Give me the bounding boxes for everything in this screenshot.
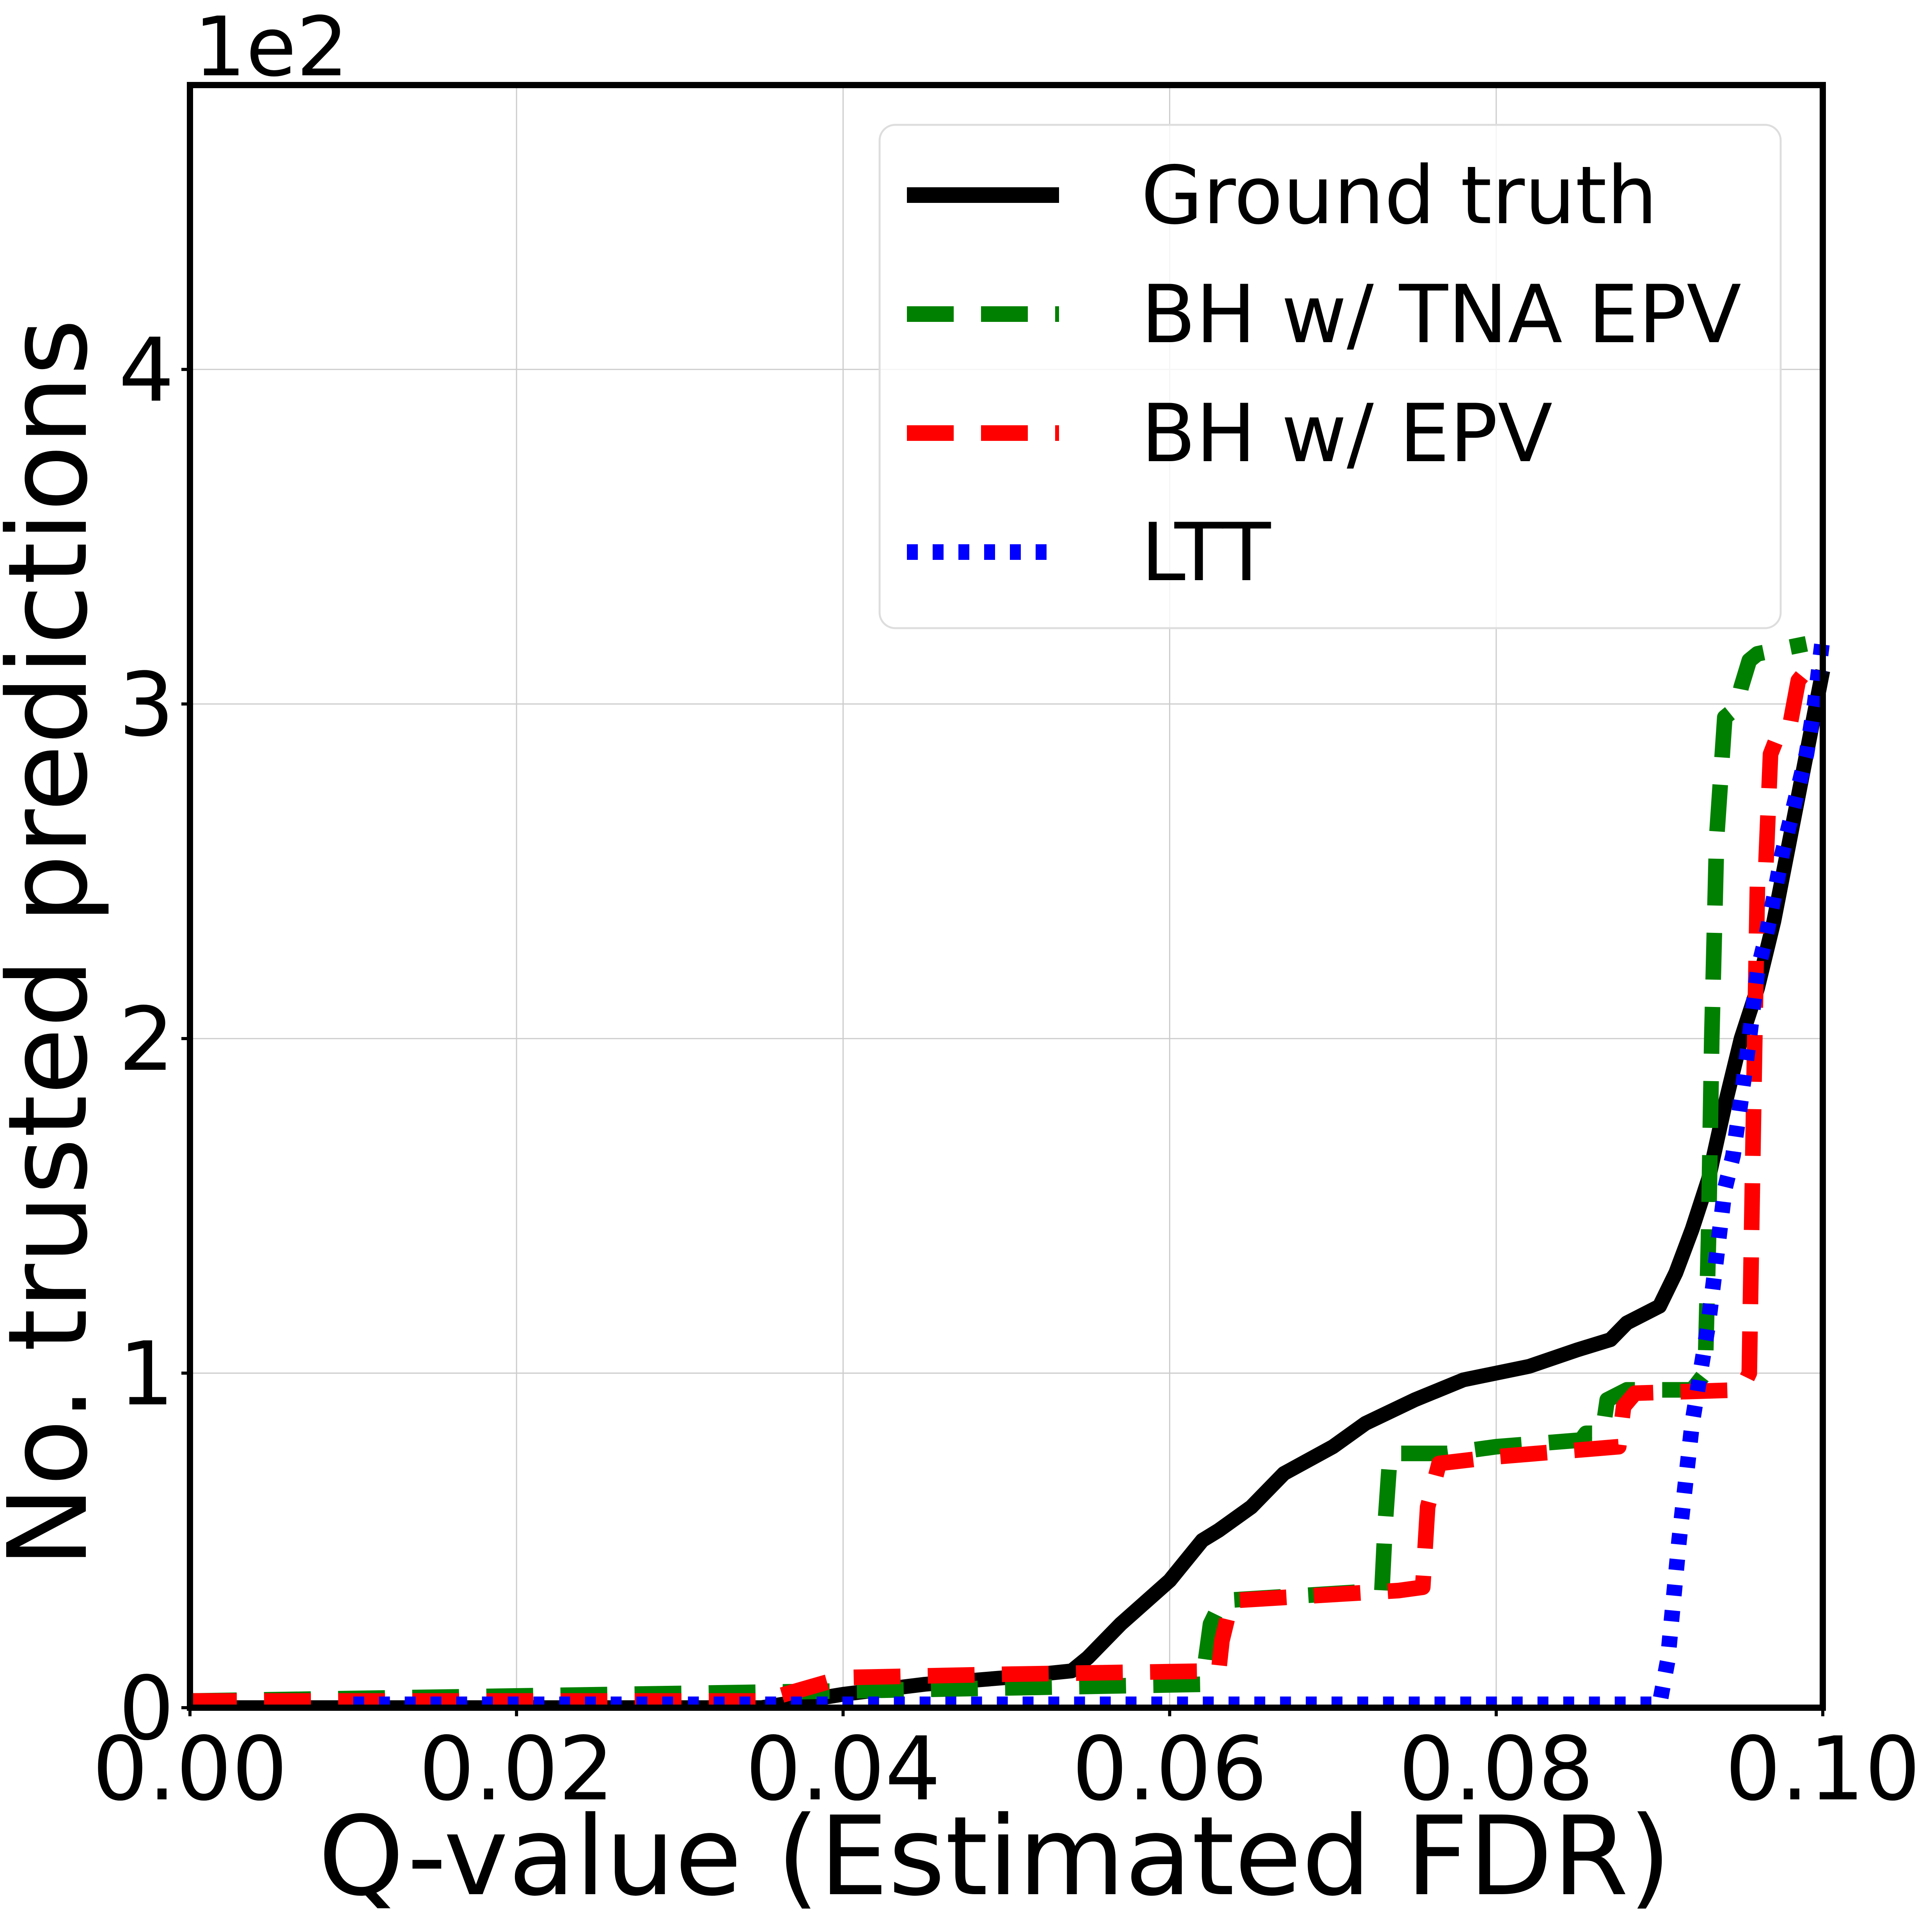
plot-frame — [187, 82, 1826, 1711]
series-line-3 — [353, 636, 1831, 1708]
legend: Ground truth BH w/ TNA EPV BH w/ EPV LTT — [878, 124, 1782, 629]
x-tick-label-0: 0.00 — [92, 1718, 288, 1820]
x-tick-label-3: 0.06 — [1072, 1718, 1267, 1820]
y-tick-label-3: 3 — [119, 654, 174, 756]
x-tick-label-4: 0.08 — [1398, 1718, 1594, 1820]
legend-label-3: LTT — [1141, 506, 1271, 599]
y-tick-label-2: 2 — [119, 989, 174, 1091]
series-line-2 — [190, 656, 1826, 1708]
series-group — [190, 636, 1831, 1708]
y-axis-label: No. trusted predictions — [0, 319, 112, 1568]
legend-label-0: Ground truth — [1141, 149, 1657, 242]
x-ticks: 0.00 0.02 0.04 0.06 0.08 0.10 — [92, 1708, 1921, 1820]
legend-label-2: BH w/ EPV — [1141, 387, 1552, 480]
x-tick-label-5: 0.10 — [1725, 1718, 1921, 1820]
y-ticks: 0 1 2 3 4 — [119, 320, 190, 1760]
x-axis-label: Q-value (Estimated FDR) — [318, 1793, 1671, 1920]
y-tick-label-0: 0 — [119, 1658, 174, 1760]
y-tick-label-1: 1 — [119, 1323, 174, 1425]
series-line-1 — [190, 636, 1808, 1708]
x-tick-label-1: 0.02 — [419, 1718, 614, 1820]
series-line-0 — [190, 669, 1830, 1708]
y-scale-label: 1e2 — [194, 0, 348, 95]
x-tick-label-2: 0.04 — [745, 1718, 941, 1820]
y-tick-label-4: 4 — [119, 320, 174, 422]
legend-box — [878, 124, 1782, 629]
legend-label-1: BH w/ TNA EPV — [1141, 268, 1741, 361]
